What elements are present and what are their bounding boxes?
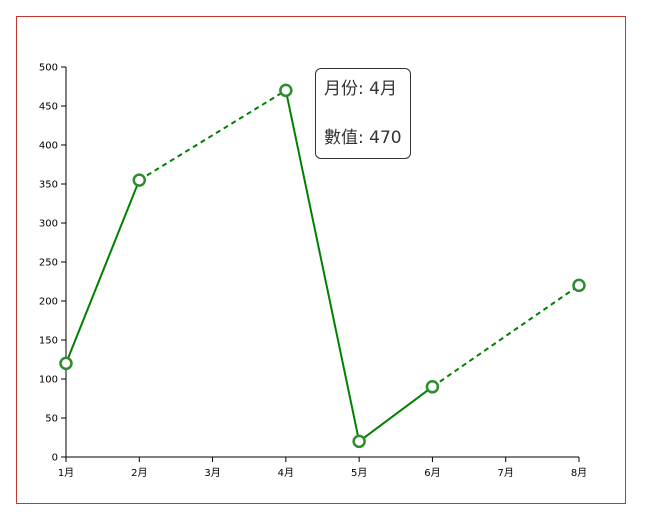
series-lines [65,89,580,443]
y-tick-label: 500 [39,63,58,74]
x-tick-label: 1月 [58,467,74,479]
y-tick-label: 50 [45,414,58,425]
x-tick-label: 6月 [424,467,440,479]
y-tick-label: 250 [39,258,58,269]
data-point[interactable] [59,356,73,371]
series-segment [284,90,361,442]
data-point[interactable] [352,434,366,449]
y-tick-label: 150 [39,336,58,347]
series-segment [358,385,434,443]
x-tick-label: 5月 [351,467,367,479]
series-segment [65,179,141,364]
tooltip-month-row: 月份: 4月 [324,79,397,99]
x-tick-label: 3月 [204,467,220,479]
y-tick-label: 300 [39,219,58,230]
data-point[interactable] [279,83,293,98]
data-point[interactable] [572,278,586,293]
series-markers [59,83,586,449]
tooltip-value-label: 數值 [324,128,358,148]
y-tick-label: 350 [39,180,58,191]
x-tick-label: 7月 [498,467,514,479]
tooltip-month-value: 4月 [369,79,397,99]
y-tick-label: 450 [39,102,58,113]
axes: 0 50 100 150 200 250 300 350 400 450 500 1月 2月 3月 4月 5月… [39,63,587,480]
tooltip-value-value: 470 [369,128,402,148]
data-point[interactable] [132,173,147,187]
tooltip-value-row: 數值: 470 [324,128,402,148]
y-tick-label: 400 [39,141,58,152]
x-tick-label: 4月 [278,467,294,479]
series-segment [431,284,580,388]
data-point[interactable] [425,380,440,394]
x-tick-label: 8月 [571,467,587,479]
series-segment [138,89,287,181]
data-tooltip: 月份: 4月 數值: 470 [315,68,411,159]
tooltip-month-label: 月份 [324,79,358,99]
x-tick-label: 2月 [131,467,147,479]
y-tick-label: 0 [52,453,58,464]
y-tick-label: 200 [39,297,58,308]
y-tick-label: 100 [39,375,58,386]
